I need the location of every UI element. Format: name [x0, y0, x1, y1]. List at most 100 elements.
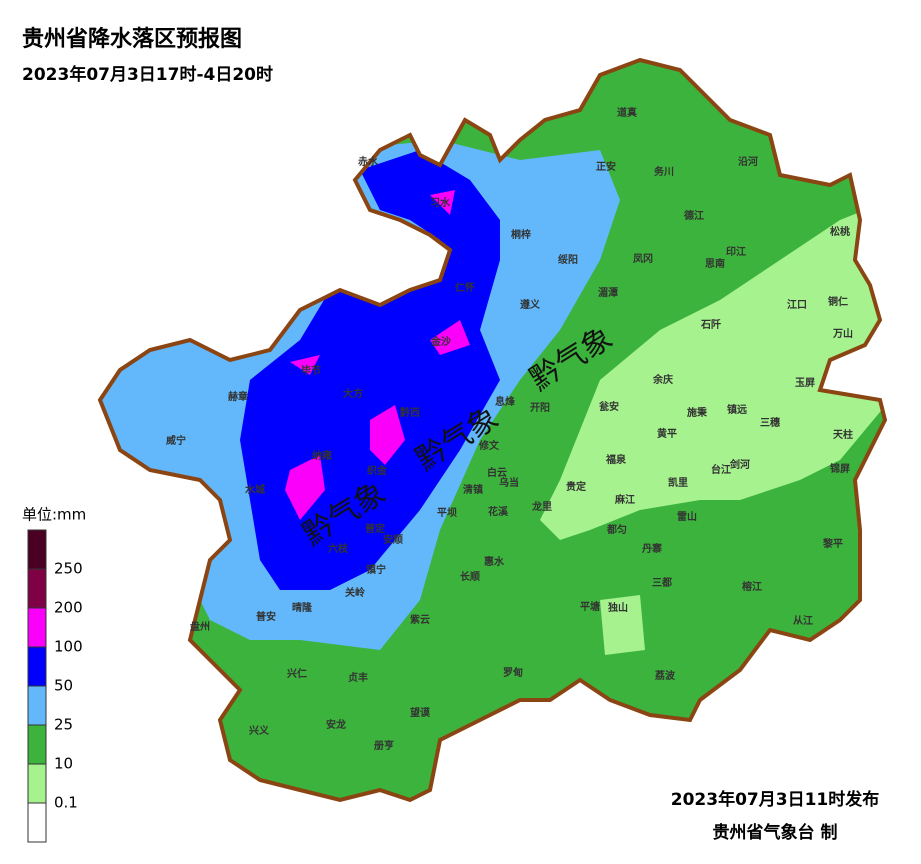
county-label: 晴隆	[292, 601, 313, 614]
county-label: 普安	[256, 610, 276, 623]
legend-label: 25	[54, 716, 73, 734]
county-label: 水城	[244, 483, 265, 496]
county-label: 三都	[652, 576, 672, 589]
county-label: 修文	[478, 439, 500, 452]
county-label: 江口	[787, 298, 807, 311]
county-label: 雷山	[677, 510, 697, 523]
county-label: 印江	[726, 245, 746, 258]
county-label: 遵义	[520, 298, 541, 311]
county-label: 台江	[711, 463, 731, 476]
county-label: 都匀	[606, 523, 627, 536]
county-label: 榕江	[742, 580, 762, 593]
legend-swatch	[27, 802, 47, 843]
county-label: 松桃	[830, 225, 850, 238]
issue-time: 2023年07月3日11时发布	[671, 789, 879, 810]
county-label: 安龙	[326, 718, 346, 731]
county-label: 贵定	[566, 480, 586, 493]
county-label: 道真	[617, 106, 637, 119]
county-label: 惠水	[484, 555, 505, 568]
legend-swatch	[27, 763, 47, 804]
county-label: 瓮安	[599, 400, 619, 413]
county-label: 望谟	[410, 706, 431, 719]
county-label: 余庆	[652, 373, 673, 386]
county-label: 绥阳	[558, 253, 578, 266]
legend-label: 50	[54, 677, 73, 695]
subtitle: 2023年07月3日17时-4日20时	[22, 64, 273, 85]
county-label: 乌当	[499, 476, 519, 489]
county-label: 从江	[793, 614, 813, 627]
county-label: 思南	[705, 257, 725, 270]
county-label: 兴仁	[287, 667, 307, 680]
county-label: 六枝	[328, 542, 349, 555]
county-label: 凯里	[668, 476, 688, 489]
county-label: 大方	[343, 387, 363, 400]
county-label: 天柱	[833, 428, 853, 441]
legend-swatch	[27, 724, 47, 765]
county-label: 威宁	[166, 434, 186, 447]
county-label: 铜仁	[828, 295, 848, 308]
legend-swatch	[27, 607, 47, 648]
county-label: 镇远	[727, 403, 747, 416]
county-label: 石阡	[700, 318, 721, 331]
title: 贵州省降水落区预报图	[22, 27, 242, 52]
county-label: 龙里	[531, 500, 552, 513]
county-label: 桐梓	[511, 228, 531, 241]
county-label: 麻江	[614, 493, 635, 506]
county-label: 普定	[365, 522, 385, 535]
county-label: 镇宁	[366, 563, 386, 576]
county-label: 平坝	[437, 506, 457, 519]
zone-100-200	[285, 190, 470, 520]
county-label: 独山	[608, 601, 628, 614]
legend-swatch	[27, 529, 47, 570]
county-label: 丹寨	[642, 542, 662, 555]
county-label: 沿河	[738, 155, 758, 168]
county-label: 盘州	[190, 620, 210, 633]
county-label: 关岭	[345, 586, 365, 599]
county-label: 务川	[654, 165, 674, 178]
legend-label: 0.1	[54, 794, 78, 812]
legend-label: 250	[54, 560, 83, 578]
county-label: 施秉	[687, 406, 708, 419]
legend-label: 100	[54, 638, 83, 656]
county-label: 凤冈	[633, 253, 653, 265]
county-label: 纳雍	[312, 449, 332, 462]
county-label: 万山	[832, 327, 853, 340]
county-label: 习水	[430, 196, 451, 209]
county-label: 黎平	[823, 537, 843, 550]
county-label: 黄平	[657, 427, 677, 440]
county-label: 开阳	[530, 402, 550, 414]
county-label: 赤水	[358, 155, 379, 168]
legend-unit: 单位:mm	[22, 506, 86, 524]
county-label: 锦屏	[830, 462, 850, 475]
county-label: 织金	[367, 464, 388, 477]
county-label: 赫章	[228, 390, 248, 403]
county-label: 白云	[487, 466, 507, 479]
county-label: 湄潭	[598, 286, 618, 299]
issuer: 贵州省气象台 制	[713, 822, 838, 843]
county-label: 花溪	[488, 505, 509, 518]
county-label: 毕节	[301, 364, 321, 377]
legend-label: 200	[54, 599, 83, 617]
county-label: 剑河	[729, 458, 750, 471]
county-label: 长顺	[460, 570, 480, 583]
legend-swatch	[27, 685, 47, 726]
county-label: 安顺	[383, 533, 403, 546]
county-label: 黔西	[400, 406, 420, 419]
county-label: 平塘	[580, 600, 600, 613]
legend-swatch	[27, 568, 47, 609]
county-label: 息烽	[495, 395, 516, 408]
legend: 0.1 10 25 50 100 200 250	[27, 529, 83, 843]
county-label: 册亨	[374, 739, 394, 752]
county-label: 正安	[596, 160, 616, 173]
county-label: 兴义	[249, 724, 270, 737]
county-label: 三穗	[760, 416, 780, 429]
legend-label: 10	[54, 755, 73, 773]
county-label: 玉屏	[795, 377, 815, 389]
county-label: 罗甸	[503, 666, 523, 679]
county-label: 清镇	[463, 483, 483, 496]
county-label: 福泉	[605, 453, 627, 466]
county-label: 紫云	[410, 613, 430, 626]
county-label: 贞丰	[348, 671, 368, 684]
